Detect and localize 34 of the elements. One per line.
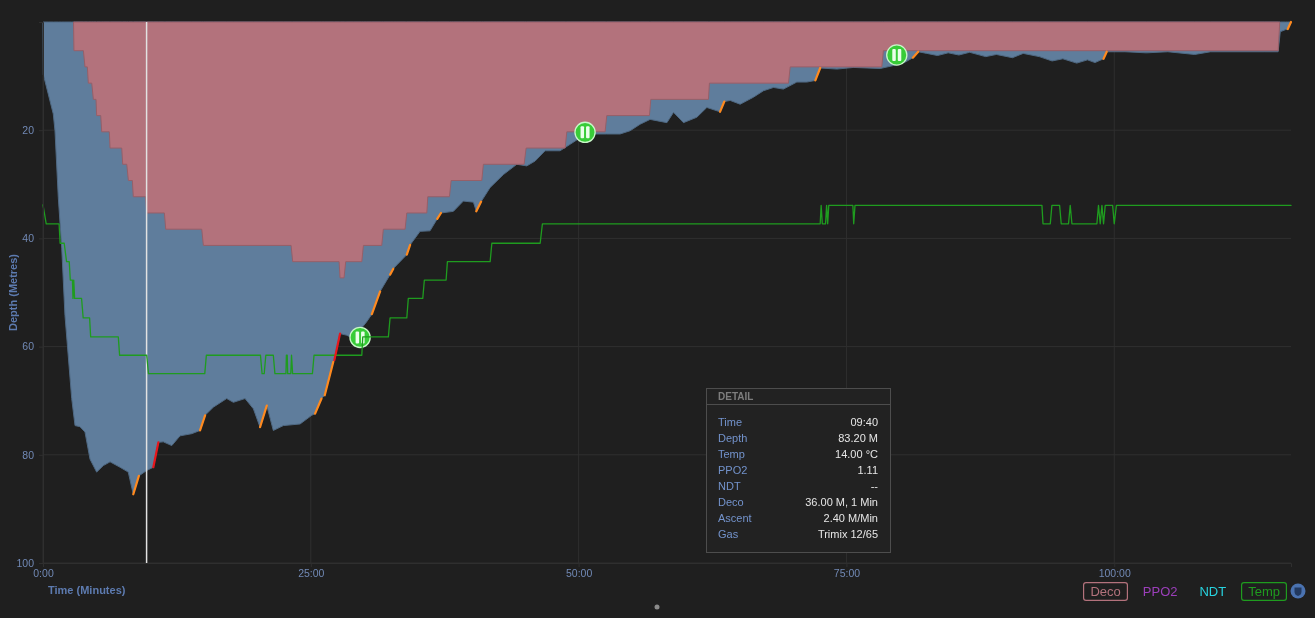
y-tick-label: 100 xyxy=(16,556,35,569)
x-tick-label: 0:00 xyxy=(33,567,54,580)
line-series xyxy=(42,204,1292,375)
x-tick-label: 100:00 xyxy=(1098,567,1131,580)
annotation: 09:40 xyxy=(850,416,878,428)
annotation: 1.11 xyxy=(857,464,878,476)
x-tick-label: 75:00 xyxy=(833,567,861,580)
annotation: Depth xyxy=(718,432,748,444)
annotation: DETAIL xyxy=(718,391,754,402)
annotation: Time xyxy=(718,416,743,428)
legend-label: NDT xyxy=(1198,583,1228,601)
y-tick-label: 20 xyxy=(22,124,35,137)
annotation: 36.00 M, 1 Min xyxy=(805,496,878,508)
annotation: Gas xyxy=(718,528,739,540)
legend-label: PPO2 xyxy=(1141,583,1179,601)
y-tick-label: 60 xyxy=(22,340,35,353)
y-tick-label: 80 xyxy=(22,448,35,461)
annotation: -- xyxy=(870,480,879,492)
text: Deco xyxy=(1083,582,1128,601)
annotation: Temp xyxy=(718,448,745,460)
annotation: 14.00 °C xyxy=(835,448,879,460)
y-axis-title: Depth (Metres) xyxy=(7,253,19,332)
annotation: Ascent xyxy=(718,512,752,524)
x-tick-label: 25:00 xyxy=(298,567,325,580)
y-tick-label: 40 xyxy=(22,232,35,245)
text: Temp xyxy=(1241,582,1287,601)
x-tick-label: 50:00 xyxy=(565,567,593,580)
x-axis-title: Time (Minutes) xyxy=(48,584,126,596)
annotation: NDT xyxy=(718,480,741,492)
annotation: 83.20 M xyxy=(838,432,878,444)
annotation: PPO2 xyxy=(718,464,748,476)
annotation: 2.40 M/Min xyxy=(823,512,878,524)
annotation: Trimix 12/65 xyxy=(817,528,878,540)
annotation: Deco xyxy=(718,496,744,508)
